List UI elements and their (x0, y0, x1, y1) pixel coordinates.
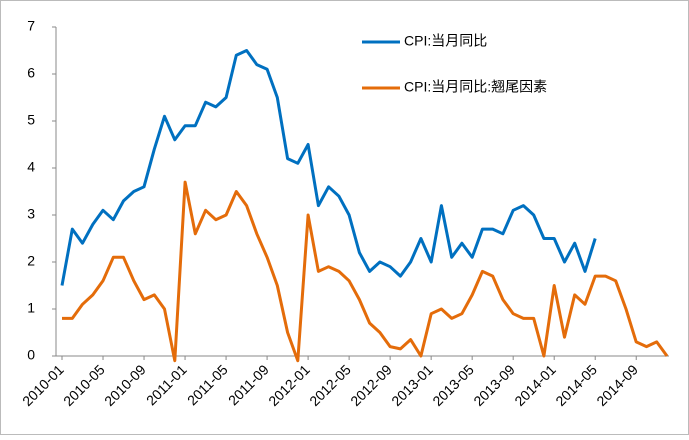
y-tick-label: 2 (27, 253, 35, 269)
y-tick-label: 5 (27, 112, 35, 128)
y-tick-label: 3 (27, 206, 35, 222)
line-series (60, 49, 597, 286)
y-tick-label: 1 (27, 300, 35, 316)
y-tick-label: 0 (27, 347, 35, 363)
legend-label: CPI:当月同比 (404, 33, 487, 49)
y-tick-label: 6 (27, 65, 35, 81)
legend-label: CPI:当月同比:翘尾因素 (404, 79, 547, 95)
y-tick-label: 7 (27, 18, 35, 34)
y-tick-label: 4 (27, 159, 35, 175)
line-series (62, 180, 669, 363)
